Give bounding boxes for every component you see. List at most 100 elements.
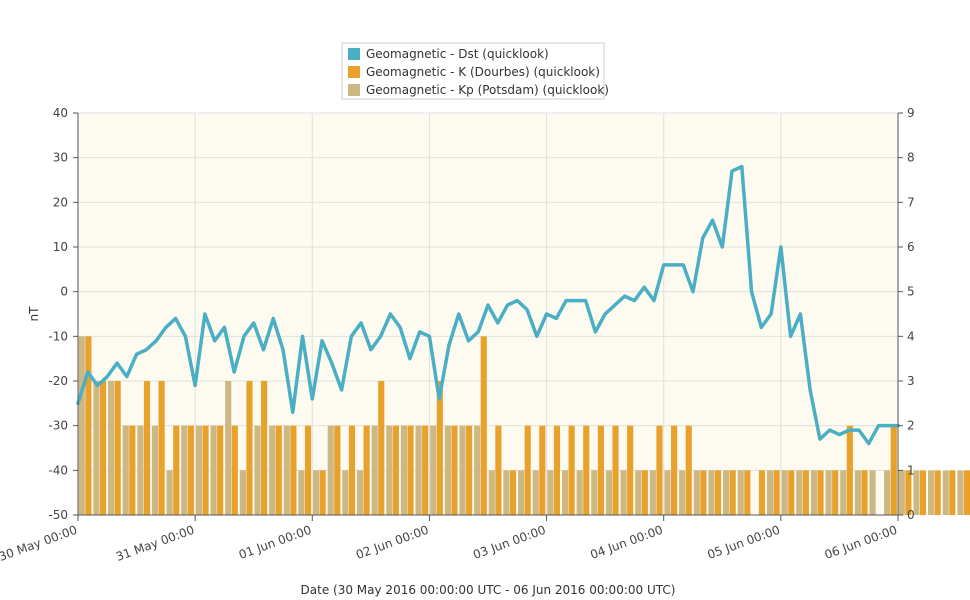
k-bar [744,470,751,515]
k-bar [158,381,165,515]
y-axis-right-ticks: 9 8 7 6 5 4 3 2 1 0 [898,106,915,522]
k-bar [202,425,209,515]
k-bar [627,425,634,515]
k-bar [480,336,487,515]
k-bar [334,425,341,515]
y-left-tick-label: -40 [48,463,68,477]
k-bar [832,470,839,515]
k-bar [261,381,268,515]
kp-bar [928,470,935,515]
kp-bar [737,470,744,515]
k-bar [319,470,326,515]
k-bar [949,470,956,515]
k-bar [729,470,736,515]
k-bar [583,425,590,515]
kp-bar [679,470,686,515]
kp-bar [444,425,451,515]
k-bar [451,425,458,515]
kp-bar [78,336,85,515]
kp-bar [723,470,730,515]
k-bar [817,470,824,515]
k-bar [802,470,809,515]
k-bar [758,470,766,515]
kp-bar [239,470,246,515]
axes [77,113,899,516]
y-left-tick-label: -30 [48,419,68,433]
kp-bar [766,470,774,515]
kp-bar [474,425,481,515]
kp-bar [591,470,598,515]
y-left-tick-label: 10 [53,240,68,254]
legend-swatch-kp [348,84,360,96]
k-bar [919,470,927,515]
kp-bar [342,470,349,515]
kp-bar [810,470,818,515]
kp-bar [840,470,847,515]
x-tick-label: 31 May 00:00 [114,523,196,564]
kp-bar [664,470,671,515]
kp-bar [796,470,803,515]
kp-bar [620,470,627,515]
k-bar [85,336,92,515]
k-bar [129,425,136,515]
k-bar [524,425,531,515]
x-tick-label: 04 Jun 00:00 [588,523,664,562]
legend-item-k[interactable]: Geomagnetic - K (Dourbes) (quicklook) [348,65,600,79]
y-right-tick-label: 9 [907,106,915,120]
k-bar [656,425,663,515]
k-bar [290,425,297,515]
x-tick-label: 02 Jun 00:00 [354,523,430,562]
y-right-tick-label: 3 [907,374,915,388]
kp-bar [400,425,408,515]
legend-item-kp[interactable]: Geomagnetic - Kp (Potsdam) (quicklook) [348,83,609,97]
y-left-tick-label: -10 [48,329,68,343]
y-right-tick-label: 5 [907,285,915,299]
kp-bar [430,425,437,515]
y-right-tick-label: 2 [907,419,915,433]
legend-item-dst[interactable]: Geomagnetic - Dst (quicklook) [348,47,549,61]
kp-bar [869,470,876,515]
x-tick-label: 03 Jun 00:00 [471,523,547,562]
kp-bar [283,425,290,515]
k-bars [85,336,970,515]
k-bar [173,425,180,515]
x-axis-ticks: 30 May 00:00 31 May 00:00 01 Jun 00:00 02 J… [0,515,899,564]
kp-bar [693,470,700,515]
k-bar [275,425,282,515]
kp-bar [488,470,495,515]
kp-bar [327,425,334,515]
kp-bar [957,470,964,515]
kp-bar [605,470,613,515]
y-right-tick-label: 1 [907,463,915,477]
kp-bars [78,336,964,515]
kp-bar [166,470,173,515]
k-bar [539,425,546,515]
y-right-tick-label: 7 [907,195,915,209]
kp-bar [386,425,393,515]
y-left-tick-label: 40 [53,106,68,120]
kp-bar [708,470,715,515]
x-tick-label: 01 Jun 00:00 [237,523,313,562]
y-axis-left-ticks: 40 30 20 10 0 -10 -20 -30 -40 -50 [48,106,78,522]
dst-line [76,164,900,446]
k-bar [348,425,356,515]
kp-bar [884,470,891,515]
y-left-tick-label: -50 [48,508,68,522]
dst-series-line [76,164,900,446]
k-bar [934,470,941,515]
kp-bar [108,381,115,515]
k-bar [671,425,678,515]
kp-bar [181,425,188,515]
k-bar [217,425,224,515]
legend-label-kp: Geomagnetic - Kp (Potsdam) (quicklook) [366,83,609,97]
k-bar [114,381,121,515]
k-bar [363,425,370,515]
k-bar [143,381,151,515]
k-bar [509,470,517,515]
k-bar [890,425,897,515]
k-bar [466,425,473,515]
k-bar [378,381,385,515]
k-bar [714,470,722,515]
kp-bar [415,425,422,515]
x-axis-title: Date (30 May 2016 00:00:00 UTC - 06 Jun … [301,583,676,597]
